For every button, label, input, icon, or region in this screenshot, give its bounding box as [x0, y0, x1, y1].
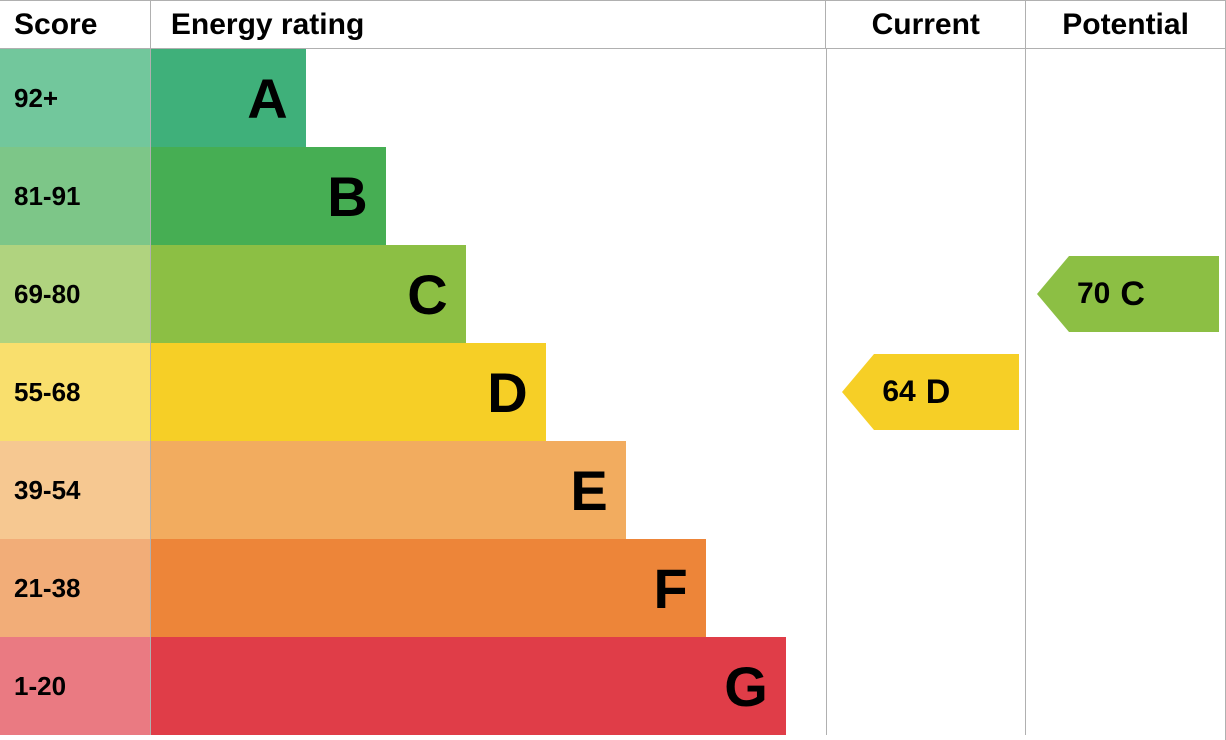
rating-cell: C — [150, 245, 826, 343]
rating-cell: B — [150, 147, 826, 245]
tag-score: 64 — [882, 375, 915, 409]
rating-bar: B — [151, 147, 386, 245]
band-row: 39-54E — [0, 441, 1225, 539]
header-score: Score — [0, 1, 150, 48]
rating-bar: C — [151, 245, 466, 343]
current-cell — [826, 147, 1026, 245]
current-cell — [826, 49, 1026, 147]
header-rating: Energy rating — [150, 1, 825, 48]
tag-letter: D — [926, 373, 951, 412]
epc-chart: Score Energy rating Current Potential 92… — [0, 0, 1226, 740]
potential-cell: 70 C — [1025, 245, 1225, 343]
tag-body: 70 C — [1069, 256, 1219, 332]
rating-bar: E — [151, 441, 626, 539]
potential-cell — [1025, 147, 1225, 245]
score-cell: 69-80 — [0, 245, 150, 343]
chart-body: 92+A81-91B69-80C70C55-68D64D39-54E21-38F… — [0, 49, 1225, 735]
rating-cell: G — [150, 637, 826, 735]
potential-cell — [1025, 539, 1225, 637]
potential-tag: 70 C — [1037, 256, 1219, 332]
potential-cell — [1025, 343, 1225, 441]
band-row: 55-68D64D — [0, 343, 1225, 441]
rating-bar: G — [151, 637, 786, 735]
header-current: Current — [825, 1, 1025, 48]
rating-bar: D — [151, 343, 546, 441]
current-cell — [826, 245, 1026, 343]
band-row: 1-20G — [0, 637, 1225, 735]
header-row: Score Energy rating Current Potential — [0, 1, 1225, 49]
rating-cell: F — [150, 539, 826, 637]
tag-score: 70 — [1077, 277, 1110, 311]
rating-cell: A — [150, 49, 826, 147]
score-cell: 92+ — [0, 49, 150, 147]
current-tag: 64 D — [842, 354, 1019, 430]
band-row: 81-91B — [0, 147, 1225, 245]
tag-body: 64 D — [874, 354, 1019, 430]
band-row: 92+A — [0, 49, 1225, 147]
current-cell — [826, 539, 1026, 637]
potential-cell — [1025, 637, 1225, 735]
current-cell — [826, 637, 1026, 735]
arrow-left-icon — [1037, 256, 1069, 332]
score-cell: 1-20 — [0, 637, 150, 735]
potential-cell — [1025, 49, 1225, 147]
rating-cell: E — [150, 441, 826, 539]
potential-cell — [1025, 441, 1225, 539]
score-cell: 55-68 — [0, 343, 150, 441]
rating-bar: A — [151, 49, 306, 147]
current-cell — [826, 441, 1026, 539]
tag-letter: C — [1120, 275, 1145, 314]
score-cell: 39-54 — [0, 441, 150, 539]
rating-cell: D — [150, 343, 826, 441]
current-cell: 64 D — [826, 343, 1026, 441]
rating-bar: F — [151, 539, 706, 637]
band-row: 69-80C70C — [0, 245, 1225, 343]
score-cell: 81-91 — [0, 147, 150, 245]
band-row: 21-38F — [0, 539, 1225, 637]
score-cell: 21-38 — [0, 539, 150, 637]
arrow-left-icon — [842, 354, 874, 430]
header-potential: Potential — [1025, 1, 1225, 48]
